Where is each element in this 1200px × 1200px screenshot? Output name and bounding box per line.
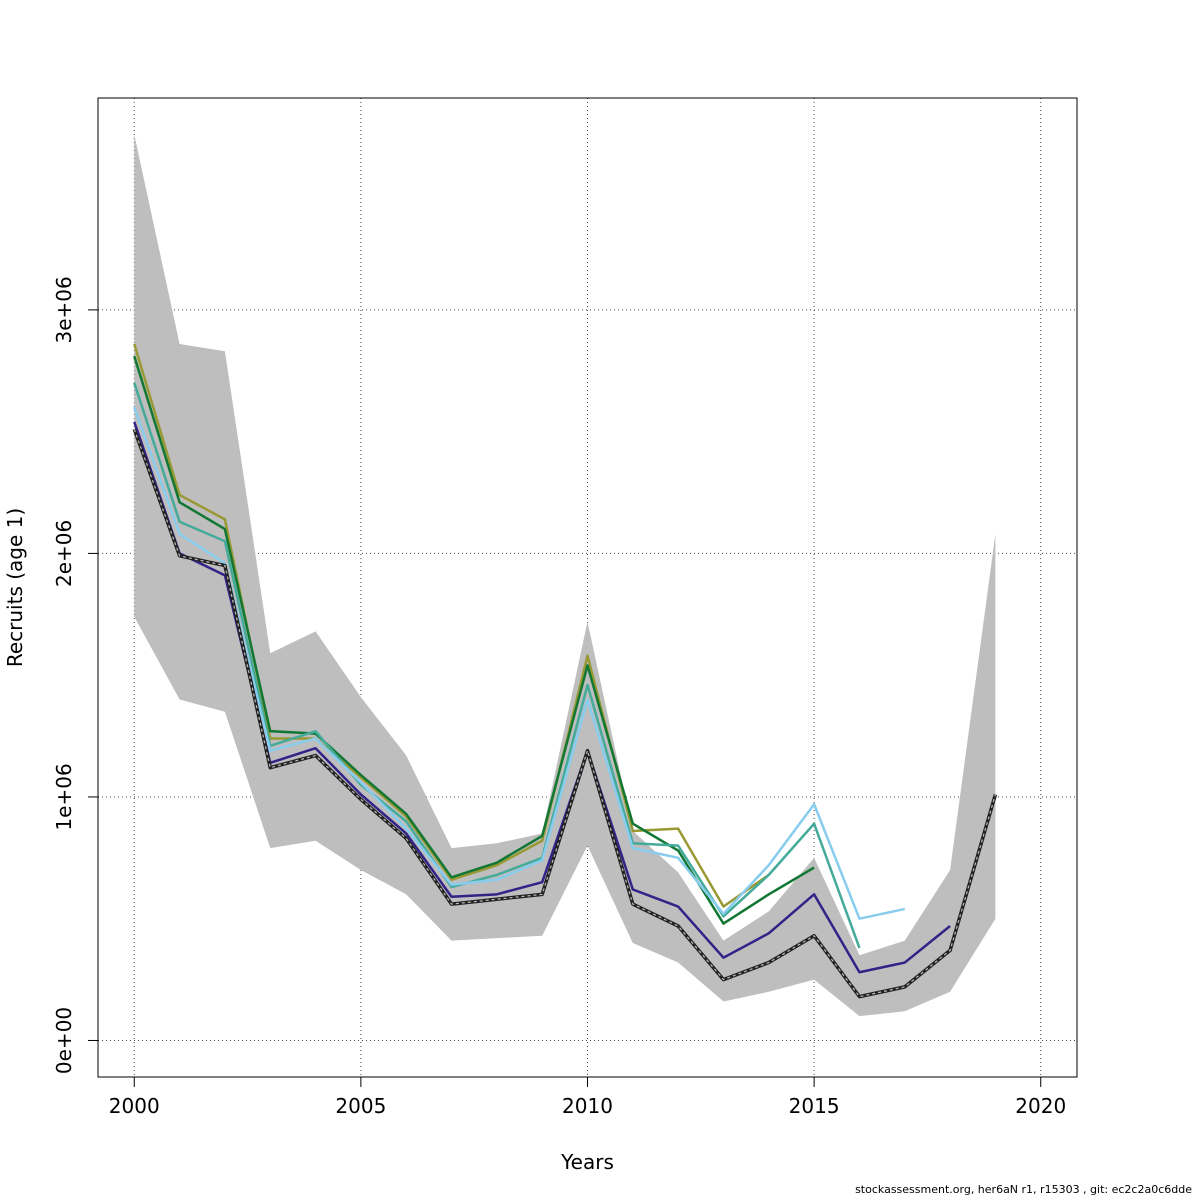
x-axis-label: Years <box>560 1150 614 1174</box>
x-tick-label: 2020 <box>1015 1094 1066 1118</box>
y-tick-label: 3e+06 <box>52 276 76 343</box>
x-tick-label: 2015 <box>789 1094 840 1118</box>
x-tick-label: 2005 <box>335 1094 386 1118</box>
confidence-band-layer <box>134 134 996 1017</box>
series-layer <box>132 343 998 999</box>
x-tick-label: 2000 <box>109 1094 160 1118</box>
x-axis: 2000 2005 2010 2015 2020 <box>109 1077 1066 1118</box>
y-tick-label: 1e+06 <box>52 763 76 830</box>
y-tick-label: 2e+06 <box>52 520 76 587</box>
series-line-2 <box>133 382 861 949</box>
y-axis-label: Recruits (age 1) <box>3 508 27 667</box>
footer-caption: stockassessment.org, her6aN r1, r15303 ,… <box>855 1183 1192 1196</box>
series-line-dash-overlay <box>133 429 996 998</box>
series-line-3 <box>133 406 906 920</box>
y-tick-label: 0e+00 <box>52 1007 76 1074</box>
y-axis: 0e+00 1e+06 2e+06 3e+06 <box>52 276 98 1074</box>
x-tick-label: 2010 <box>562 1094 613 1118</box>
confidence-band <box>134 134 996 1017</box>
